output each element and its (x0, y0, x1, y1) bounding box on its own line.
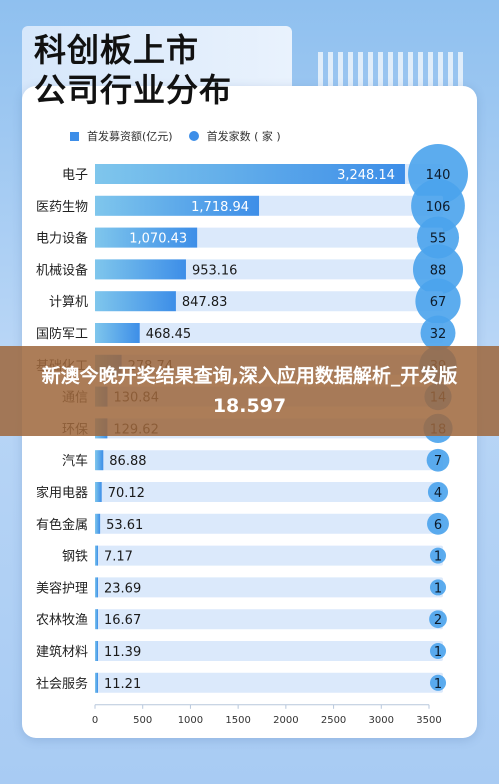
bar-track (95, 513, 443, 534)
x-tick-label: 1500 (225, 715, 250, 726)
bar-track (95, 291, 443, 312)
category-label: 机械设备 (36, 262, 88, 278)
x-tick-label: 0 (92, 715, 98, 726)
count-dot (429, 642, 447, 660)
category-label: 电子 (62, 168, 88, 183)
value-bar (95, 164, 405, 184)
count-label: 2 (434, 613, 442, 628)
value-label: 1,718.94 (191, 200, 249, 215)
bar-track (95, 323, 443, 343)
category-label: 有色金属 (36, 517, 88, 533)
value-label: 86.88 (109, 454, 146, 469)
chart-title: 科创板上市 公司行业分布 (34, 31, 233, 109)
category-label: 社会服务 (36, 676, 88, 692)
category-label: 国防军工 (36, 326, 88, 342)
count-label: 88 (430, 263, 447, 278)
count-dot (429, 674, 447, 691)
value-bar (95, 513, 101, 534)
count-label: 7 (434, 454, 442, 469)
value-bar (95, 291, 176, 312)
bar-track (95, 545, 443, 566)
count-label: 32 (430, 327, 447, 342)
count-label: 106 (426, 200, 451, 215)
value-label: 23.69 (104, 581, 141, 596)
bar-track (95, 641, 443, 661)
value-bar (95, 482, 102, 502)
value-bar (95, 323, 140, 343)
count-dot (411, 178, 465, 233)
x-tick-label: 2500 (321, 715, 346, 726)
category-label: 美容护理 (36, 580, 88, 596)
value-bar (95, 577, 98, 598)
value-label: 953.16 (192, 263, 238, 278)
value-label: 70.12 (108, 486, 145, 501)
value-bar (95, 227, 198, 248)
count-dot (427, 481, 449, 503)
count-dot (420, 315, 456, 351)
count-dot (412, 244, 464, 295)
count-label: 1 (434, 645, 442, 660)
value-label: 847.83 (182, 295, 228, 310)
value-label: 1,070.43 (129, 232, 187, 247)
count-dot (427, 512, 449, 535)
category-label: 计算机 (49, 295, 88, 310)
count-dot (429, 579, 447, 596)
category-label: 钢铁 (62, 550, 88, 565)
x-tick-label: 3000 (369, 715, 394, 726)
bar-track (95, 609, 443, 630)
legend-dot-label: 首发家数 ( 家 ) (206, 130, 281, 143)
value-bar (95, 609, 98, 630)
count-dot (429, 610, 447, 629)
bar-track (95, 482, 443, 502)
count-label: 1 (434, 677, 442, 692)
value-label: 11.21 (104, 677, 141, 692)
value-label: 11.39 (104, 645, 141, 660)
count-label: 6 (434, 518, 442, 533)
overlay-banner: 新澳今晚开奖结果查询,深入应用数据解析_开发版18.597 (0, 346, 499, 436)
category-label: 医药生物 (36, 200, 88, 215)
category-label: 家用电器 (36, 485, 88, 501)
count-label: 67 (430, 295, 447, 310)
count-label: 4 (434, 486, 442, 501)
category-label: 农林牧渔 (36, 613, 88, 628)
category-label: 电力设备 (36, 231, 88, 247)
count-label: 1 (434, 550, 442, 565)
category-label: 汽车 (62, 453, 88, 469)
count-dot (429, 547, 447, 564)
x-tick-label: 1000 (178, 715, 203, 726)
value-label: 7.17 (104, 550, 133, 565)
overlay-text: 新澳今晚开奖结果查询,深入应用数据解析_开发版18.597 (41, 365, 458, 417)
count-label: 1 (434, 581, 442, 596)
value-bar (95, 259, 186, 280)
count-dot (415, 278, 461, 324)
count-label: 140 (426, 168, 451, 183)
count-dot (426, 448, 450, 472)
value-bar (95, 195, 260, 216)
x-tick-label: 3500 (416, 715, 441, 726)
legend-dot-swatch (188, 131, 199, 141)
value-bar (95, 450, 104, 471)
count-label: 55 (430, 232, 447, 247)
value-label: 53.61 (106, 518, 143, 533)
legend: 首发募资额(亿元) 首发家数 ( 家 ) (70, 128, 281, 144)
x-tick-label: 2000 (273, 715, 298, 726)
value-label: 468.45 (146, 327, 192, 342)
value-label: 16.67 (104, 613, 141, 628)
value-bar (95, 545, 98, 566)
value-bar (95, 641, 98, 661)
bar-track (95, 577, 443, 598)
legend-bar-label: 首发募资额(亿元) (87, 130, 173, 143)
x-tick-label: 500 (133, 715, 152, 726)
category-label: 建筑材料 (36, 644, 88, 660)
value-bar (95, 672, 98, 693)
legend-bar-swatch (70, 131, 79, 141)
value-label: 3,248.14 (337, 168, 395, 183)
bar-track (95, 672, 443, 693)
bar-track (95, 450, 443, 471)
